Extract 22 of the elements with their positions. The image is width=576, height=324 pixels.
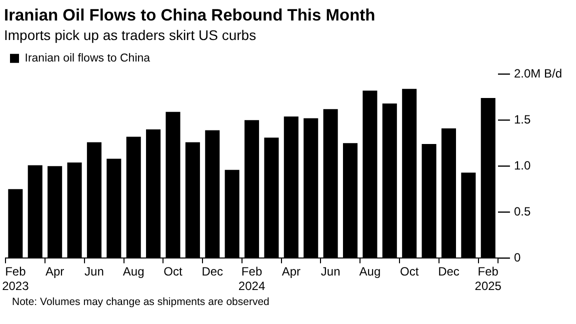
x-tick-label: Aug (359, 264, 381, 279)
x-tick-label: Feb 2025 (474, 264, 502, 294)
y-tick-label: 0 (514, 250, 521, 265)
x-tick-label: Dec (438, 264, 460, 279)
x-tick-label: Apr (282, 264, 301, 279)
x-tick-label: Feb 2023 (2, 264, 30, 294)
chart-subtitle: Imports pick up as traders skirt US curbs (4, 27, 256, 44)
text: Note: Volumes may change as shipments are observed (12, 296, 270, 308)
x-tick-label: Feb 2024 (238, 264, 266, 294)
x-tick-label: Apr (45, 264, 64, 279)
y-tick-label: 1.5 (514, 112, 531, 126)
y-tick-label: 1.0 (514, 158, 531, 172)
x-tick-label: Jun (320, 264, 340, 279)
chart-title: Iranian Oil Flows to China Rebound This Month (4, 6, 376, 24)
x-tick-label: Dec (202, 264, 224, 279)
y-tick-label: 2.0M B/d (514, 66, 562, 80)
x-tick-label: Jun (84, 264, 104, 279)
x-tick-label: Aug (122, 264, 144, 279)
x-tick-label: Oct (164, 264, 183, 279)
y-tick-label: 0.5 (514, 204, 531, 218)
x-tick-label: Oct (400, 264, 420, 279)
legend-label: Iranian oil flows to China (24, 52, 151, 65)
